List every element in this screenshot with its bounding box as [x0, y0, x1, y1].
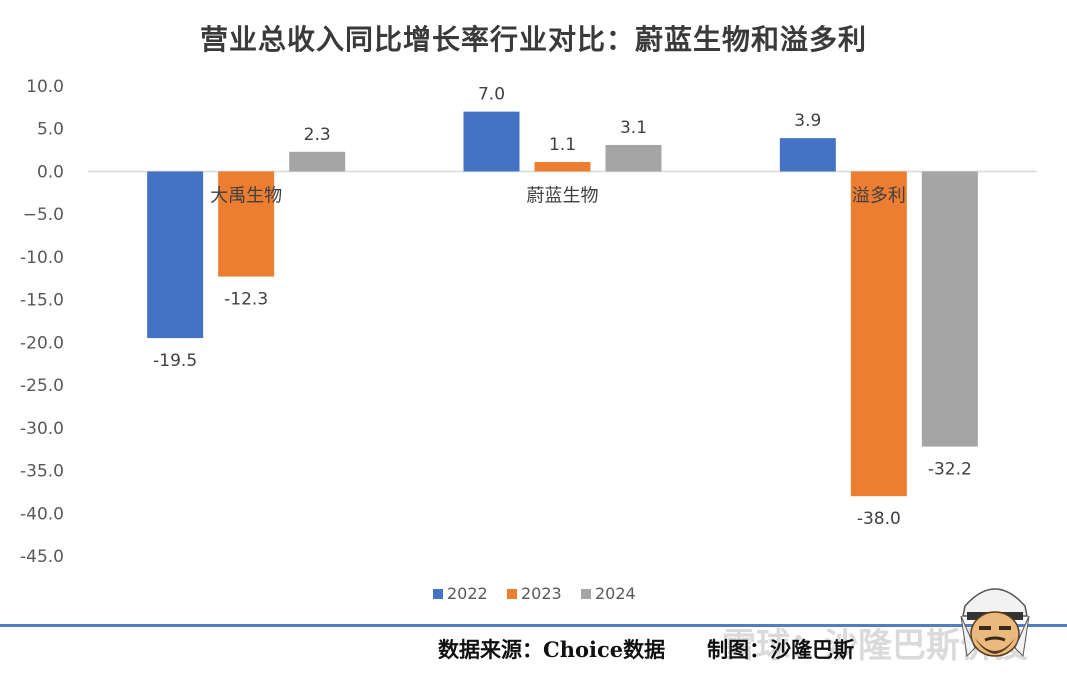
y-tick-label: -15.0	[20, 291, 64, 311]
legend-label-2023: 2023	[521, 584, 562, 603]
chart-author-text: 制图：沙隆巴斯	[707, 637, 855, 662]
legend-swatch-2024	[581, 589, 591, 599]
y-tick-label: -10.0	[20, 248, 64, 268]
data-label: -19.5	[153, 351, 197, 371]
y-tick-label: 5.0	[37, 120, 64, 140]
bar-2024-1	[605, 144, 662, 172]
y-tick-label: −5.0	[23, 205, 64, 225]
bar-2024-2	[921, 171, 978, 447]
mascot-icon	[960, 588, 1030, 658]
legend-swatch-2023	[507, 589, 517, 599]
category-label: 大禹生物	[210, 185, 282, 206]
data-label: 3.1	[620, 118, 647, 138]
data-label: 3.9	[794, 111, 821, 131]
chart-title: 营业总收入同比增长率行业对比：蔚蓝生物和溢多利	[199, 23, 867, 56]
bar-chart: 10.0 5.0 0.0 −5.0 -10.0 -15.0 -20.0 -25.0 -30.0 -…	[20, 77, 1037, 603]
data-label: 2.3	[304, 125, 331, 145]
bar-2022-0	[147, 171, 204, 339]
bar-2024-0	[289, 151, 346, 172]
y-tick-label: 10.0	[26, 77, 64, 97]
y-tick-label: 0.0	[37, 162, 64, 182]
bar-2023-1	[534, 162, 591, 172]
y-tick-label: -45.0	[20, 547, 64, 567]
data-label: -12.3	[224, 290, 268, 310]
data-label: -32.2	[928, 460, 972, 480]
bar-2023-2	[850, 171, 907, 497]
bar-2022-2	[779, 138, 836, 172]
y-tick-label: -35.0	[20, 462, 64, 482]
y-tick-label: -25.0	[20, 376, 64, 396]
footer-divider	[0, 624, 1067, 627]
category-label: 蔚蓝生物	[527, 185, 599, 206]
bar-2022-1	[463, 111, 520, 172]
footer: 数据来源：Choice数据 制图：沙隆巴斯	[438, 634, 854, 664]
y-tick-label: -40.0	[20, 504, 64, 524]
data-label: 1.1	[549, 135, 576, 155]
data-label: -38.0	[857, 509, 901, 529]
bar-2023-0	[218, 171, 275, 277]
data-source-text: 数据来源：Choice数据	[438, 637, 666, 662]
y-tick-label: -20.0	[20, 333, 64, 353]
y-tick-label: -30.0	[20, 419, 64, 439]
data-label: 7.0	[478, 85, 505, 105]
legend-label-2024: 2024	[595, 584, 636, 603]
legend-swatch-2022	[433, 589, 443, 599]
legend-label-2022: 2022	[447, 584, 488, 603]
category-label: 溢多利	[852, 185, 906, 206]
